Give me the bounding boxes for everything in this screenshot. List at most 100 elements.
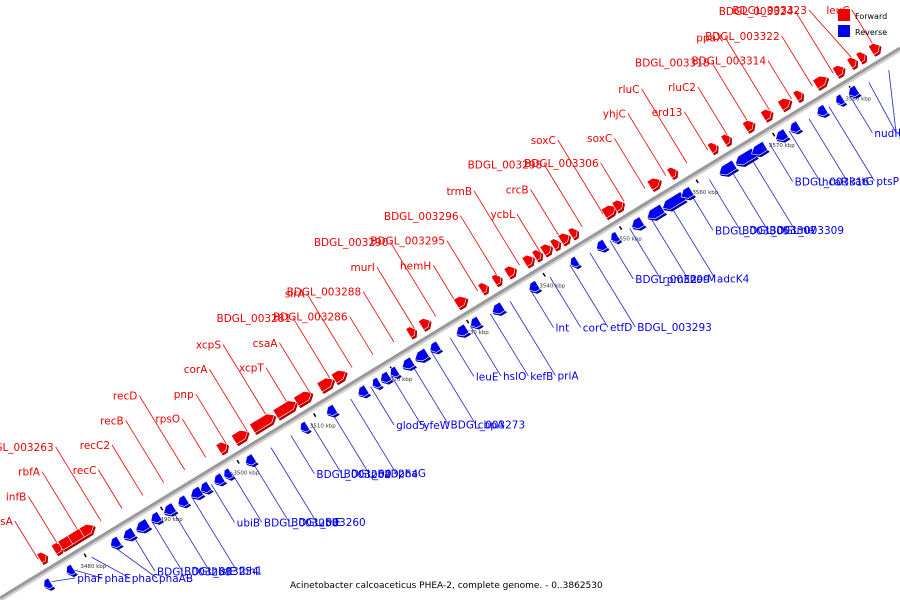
forward-leader: [292, 317, 332, 381]
forward-gene-label: soxC: [587, 133, 612, 145]
reverse-leader: [51, 577, 76, 582]
reverse-gene-label: BDGL_003309: [769, 225, 844, 237]
forward-gene-label: BDGL_003318: [635, 57, 710, 69]
forward-gene-arrow: [477, 282, 488, 294]
tick-label: 3530 kbp: [463, 330, 489, 336]
reverse-gene-label: BDGL_003305: [715, 225, 790, 237]
reverse-gene-arrow: [150, 511, 163, 524]
forward-leader: [111, 444, 144, 496]
reverse-gene-label: priA: [558, 371, 580, 383]
forward-gene-arrow: [666, 166, 677, 179]
reverse-gene-arrow: [223, 467, 234, 480]
reverse-leader: [370, 386, 395, 426]
forward-leader: [460, 215, 499, 279]
forward-leader: [600, 162, 625, 202]
forward-gene-label: BDGL_003296: [384, 211, 459, 223]
forward-leader: [767, 60, 792, 100]
forward-gene-label: erd13: [652, 107, 683, 119]
reverse-leader: [828, 106, 875, 182]
reverse-gene-arrow: [816, 104, 829, 117]
reverse-gene-arrow: [213, 472, 226, 485]
gene-arrow-shade: [200, 489, 214, 495]
tick-mark: [312, 412, 317, 418]
reverse-gene-arrow: [122, 527, 137, 540]
legend: Forward Reverse: [838, 9, 887, 37]
gene-arrow-shade: [110, 544, 124, 550]
forward-leader: [279, 342, 311, 394]
tick-label: 3510 kbp: [310, 424, 336, 430]
forward-gene-arrow: [792, 89, 803, 102]
forward-leader: [697, 86, 730, 138]
legend-reverse-label: Reverse: [855, 28, 887, 37]
forward-gene-arrow: [417, 318, 430, 331]
reverse-gene-label: BDGL_003299: [635, 274, 710, 286]
tick-label: 3480 kbp: [80, 564, 106, 570]
reverse-gene-arrow: [470, 315, 483, 328]
reverse-gene-arrow: [66, 563, 77, 576]
forward-gene-label: BDGL_003263: [0, 442, 54, 454]
gene-arrow-shade: [610, 239, 623, 245]
reverse-gene-label: ptsP: [876, 176, 899, 188]
gene-arrow-shade: [43, 586, 56, 591]
forward-gene-arrow: [557, 232, 570, 245]
tick-mark: [159, 506, 164, 511]
gene-arrow-shade: [835, 102, 848, 107]
reverse-gene-label: glod5: [396, 420, 425, 432]
forward-gene-arrow: [706, 142, 717, 154]
forward-leader: [125, 420, 165, 483]
forward-gene-label: rluC: [618, 84, 639, 96]
forward-gene-arrow: [567, 227, 578, 239]
gene-arrow-shade: [470, 324, 484, 330]
tick-mark: [618, 225, 623, 231]
reverse-leader: [768, 142, 794, 182]
tick-label: 3580 kbp: [845, 96, 871, 102]
reverse-gene-label: BDGL_003262: [316, 469, 391, 481]
reverse-gene-label: hisIE: [211, 566, 236, 578]
forward-gene-label: yhjC: [603, 108, 626, 120]
forward-gene-arrow: [272, 400, 297, 420]
forward-leader: [138, 395, 186, 471]
reverse-gene-arrow: [789, 120, 802, 133]
forward-gene-label: BDGL_003281: [216, 313, 291, 325]
reverse-gene-label: fbh1: [239, 566, 263, 578]
reverse-gene-label: lnt: [556, 323, 570, 335]
forward-gene-arrow: [249, 413, 275, 434]
tick-label: 3560 kbp: [692, 190, 718, 196]
forward-leader: [209, 369, 248, 432]
forward-gene-arrow: [293, 391, 312, 407]
reverse-gene-arrow: [110, 535, 123, 548]
forward-leader: [446, 240, 478, 292]
reverse-leader: [589, 252, 636, 328]
gene-arrows: [36, 43, 882, 591]
reverse-leader: [888, 70, 897, 133]
gene-arrow-shade: [372, 385, 384, 391]
reverse-gene-label: BDGL_003307: [742, 225, 817, 237]
forward-gene-label: trmB: [446, 186, 472, 198]
forward-gene-arrow: [330, 370, 347, 384]
forward-gene-label: BDGL_003314: [691, 56, 766, 68]
forward-gene-label: sirA: [285, 288, 306, 300]
legend-forward-label: Forward: [855, 12, 887, 21]
reverse-leader: [808, 118, 848, 182]
forward-leader: [543, 164, 583, 228]
forward-gene-arrow: [777, 98, 791, 111]
forward-leader: [265, 367, 290, 407]
reverse-gene-label: BDGL_003253: [157, 566, 232, 578]
gene-arrow-shade: [380, 379, 394, 385]
forward-leader: [516, 213, 541, 253]
reverse-gene-label: corC: [583, 322, 607, 334]
gene-arrow-shade: [790, 129, 804, 135]
reverse-gene-label: BDGL_003326: [898, 127, 900, 139]
forward-gene-label: recD: [113, 391, 137, 403]
reverse-leader: [729, 167, 768, 231]
reverse-leader: [748, 155, 795, 230]
reverse-leader: [529, 289, 554, 328]
reverse-gene-label: norM: [690, 274, 716, 286]
forward-gene-label: xcpS: [196, 340, 221, 352]
tick-mark: [542, 272, 546, 277]
forward-gene-label: crcB: [506, 184, 529, 196]
forward-leader: [376, 266, 416, 330]
gene-arrow-shade: [223, 476, 236, 481]
reverse-leader: [629, 228, 661, 279]
reverse-gene-label: etfD: [610, 322, 632, 334]
